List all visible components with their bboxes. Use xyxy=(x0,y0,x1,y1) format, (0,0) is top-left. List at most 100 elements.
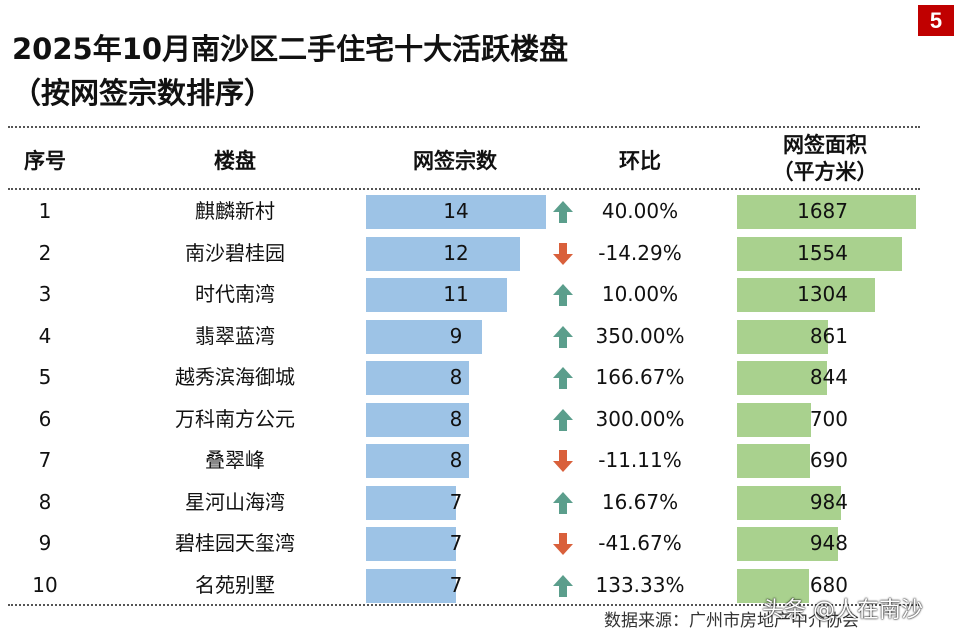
count-cell: 8 xyxy=(449,448,463,472)
subtitle: （按网签宗数排序） xyxy=(12,76,274,110)
count-bar xyxy=(366,195,546,229)
mom-cell: -41.67% xyxy=(598,531,682,555)
header-mom: 环比 xyxy=(619,149,661,173)
table-row: 6 万科南方公元 8 300.00% 700 xyxy=(0,399,959,441)
area-cell: 1304 xyxy=(797,282,848,306)
count-bar xyxy=(366,568,456,603)
header-area-line2: （平方米） xyxy=(772,160,878,184)
rank-cell: 1 xyxy=(38,199,52,223)
area-cell: 1554 xyxy=(797,240,848,265)
count-cell: 7 xyxy=(449,531,463,555)
area-bar xyxy=(737,278,876,312)
area-cell: 844 xyxy=(809,365,848,389)
count-cell: 7 xyxy=(449,572,463,597)
count-bar xyxy=(366,485,456,520)
area-cell: 1687 xyxy=(797,199,848,223)
arrow-up-icon xyxy=(553,491,573,514)
table-row: 7 叠翠峰 8 -11.11% 690 xyxy=(0,440,959,482)
arrow-up-icon xyxy=(553,408,573,431)
name-cell: 碧桂园天玺湾 xyxy=(175,531,295,555)
page-number-badge: 5 xyxy=(918,5,954,36)
name-cell: 时代南湾 xyxy=(195,282,275,306)
table-row: 5 越秀滨海御城 8 166.67% 844 xyxy=(0,357,959,399)
count-cell: 12 xyxy=(443,240,469,265)
count-bar xyxy=(366,444,469,478)
header-rank: 序号 xyxy=(24,149,66,173)
table-row: 10 名苑别墅 7 133.33% 680 xyxy=(0,565,959,607)
area-cell: 690 xyxy=(809,448,848,472)
rank-cell: 8 xyxy=(38,489,52,514)
arrow-up-icon xyxy=(553,284,573,306)
count-bar xyxy=(366,402,469,437)
bottom-divider xyxy=(8,604,920,606)
header-name: 楼盘 xyxy=(214,149,256,173)
mom-cell: 133.33% xyxy=(595,572,685,597)
area-cell: 948 xyxy=(809,531,848,555)
rank-cell: 4 xyxy=(38,323,52,348)
top-divider xyxy=(8,126,920,128)
name-cell: 越秀滨海御城 xyxy=(175,365,295,389)
area-bar xyxy=(737,485,842,520)
name-cell: 麒麟新村 xyxy=(195,199,275,223)
area-bar xyxy=(737,527,838,561)
count-cell: 7 xyxy=(449,489,463,514)
area-bar xyxy=(737,195,916,229)
mom-cell: -14.29% xyxy=(598,240,682,265)
header-divider xyxy=(8,188,920,190)
table-row: 9 碧桂园天玺湾 7 -41.67% 948 xyxy=(0,523,959,565)
source-note: 数据来源：广州市房地产中介协会 xyxy=(604,611,859,631)
area-bar xyxy=(737,361,827,395)
table-row: 4 翡翠蓝湾 9 350.00% 861 xyxy=(0,316,959,358)
table-row: 2 南沙碧桂园 12 -14.29% 1554 xyxy=(0,233,959,275)
rank-cell: 7 xyxy=(38,448,52,472)
mom-cell: 350.00% xyxy=(595,323,685,348)
count-bar xyxy=(366,319,482,354)
arrow-down-icon xyxy=(553,450,573,472)
area-bar xyxy=(737,236,902,271)
rank-cell: 2 xyxy=(38,240,52,265)
header-area-line1: 网签面积 xyxy=(783,133,867,157)
count-cell: 14 xyxy=(443,199,469,223)
rank-cell: 5 xyxy=(38,365,52,389)
area-cell: 700 xyxy=(809,406,848,431)
count-cell: 8 xyxy=(449,365,463,389)
name-cell: 叠翠峰 xyxy=(205,448,265,472)
header-count: 网签宗数 xyxy=(413,149,497,173)
count-cell: 11 xyxy=(443,282,469,306)
name-cell: 星河山海湾 xyxy=(185,489,285,514)
name-cell: 名苑别墅 xyxy=(195,572,275,597)
count-bar xyxy=(366,278,508,312)
table-row: 1 麒麟新村 14 40.00% 1687 xyxy=(0,191,959,233)
name-cell: 万科南方公元 xyxy=(175,406,295,431)
arrow-down-icon xyxy=(553,533,573,555)
mom-cell: 300.00% xyxy=(595,406,685,431)
arrow-up-icon xyxy=(553,325,573,348)
rank-cell: 6 xyxy=(38,406,52,431)
header-area: 网签面积 （平方米） xyxy=(750,132,900,186)
arrow-down-icon xyxy=(553,242,573,265)
rank-cell: 3 xyxy=(38,282,52,306)
count-bar xyxy=(366,236,521,271)
table-row: 8 星河山海湾 7 16.67% 984 xyxy=(0,482,959,524)
area-bar xyxy=(737,568,810,603)
arrow-up-icon xyxy=(553,367,573,389)
arrow-up-icon xyxy=(553,201,573,223)
area-cell: 984 xyxy=(809,489,848,514)
mom-cell: 40.00% xyxy=(601,199,679,223)
count-bar xyxy=(366,527,456,561)
area-bar xyxy=(737,444,811,478)
mom-cell: 166.67% xyxy=(595,365,685,389)
watermark: 头条 @人在南沙 xyxy=(762,598,923,623)
name-cell: 翡翠蓝湾 xyxy=(195,323,275,348)
count-bar xyxy=(366,361,469,395)
arrow-up-icon xyxy=(553,574,573,597)
area-bar xyxy=(737,319,829,354)
table-row: 3 时代南湾 11 10.00% 1304 xyxy=(0,274,959,316)
mom-cell: -11.11% xyxy=(598,448,682,472)
area-cell: 680 xyxy=(809,572,848,597)
name-cell: 南沙碧桂园 xyxy=(185,240,285,265)
mom-cell: 10.00% xyxy=(601,282,679,306)
rank-cell: 9 xyxy=(38,531,52,555)
area-bar xyxy=(737,402,812,437)
count-cell: 8 xyxy=(449,406,463,431)
